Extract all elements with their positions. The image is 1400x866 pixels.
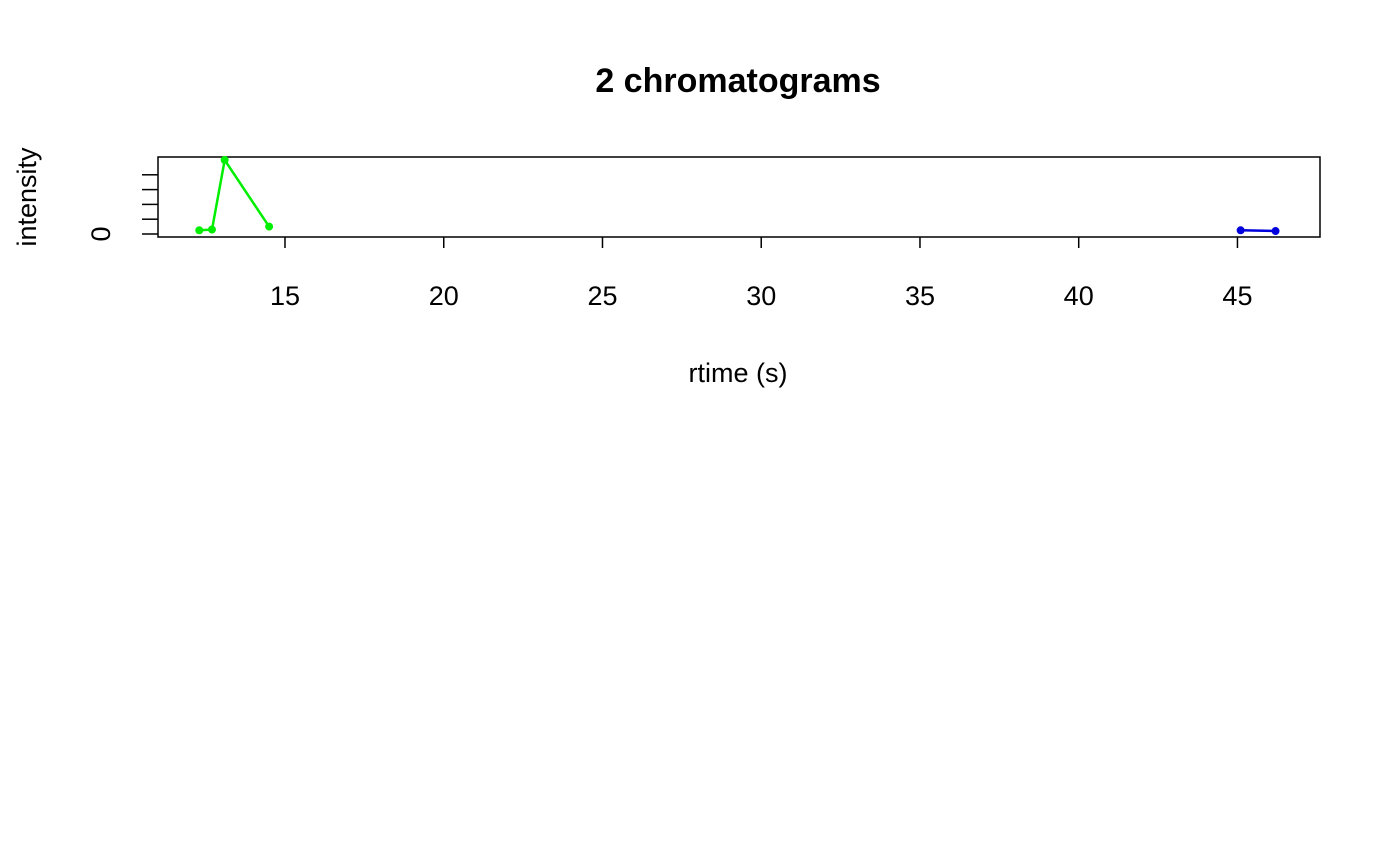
x-tick-label: 15 [270,281,300,311]
plot-frame [157,156,1321,238]
y-tick-label: 0 [86,226,116,241]
data-point [1271,227,1280,236]
x-axis-label: rtime (s) [689,358,788,388]
chart-title: 2 chromatograms [595,62,880,100]
series-line-2 [1240,229,1276,233]
x-tick-label: 45 [1222,281,1252,311]
x-tick-label: 35 [905,281,935,311]
data-point [1236,226,1245,235]
data-point [207,225,216,234]
data-point [220,156,229,164]
series-layer [195,156,1280,236]
x-tick-label: 20 [429,281,459,311]
x-tick-label: 25 [587,281,617,311]
series-line-1 [199,156,271,232]
x-tick-label: 30 [746,281,776,311]
y-axis: 0 [86,174,158,242]
x-tick-label: 40 [1064,281,1094,311]
x-axis: 15 20 25 30 35 40 45 [270,237,1252,311]
data-point [265,222,274,231]
data-point [195,226,204,235]
y-axis-label: intensity [12,147,42,247]
